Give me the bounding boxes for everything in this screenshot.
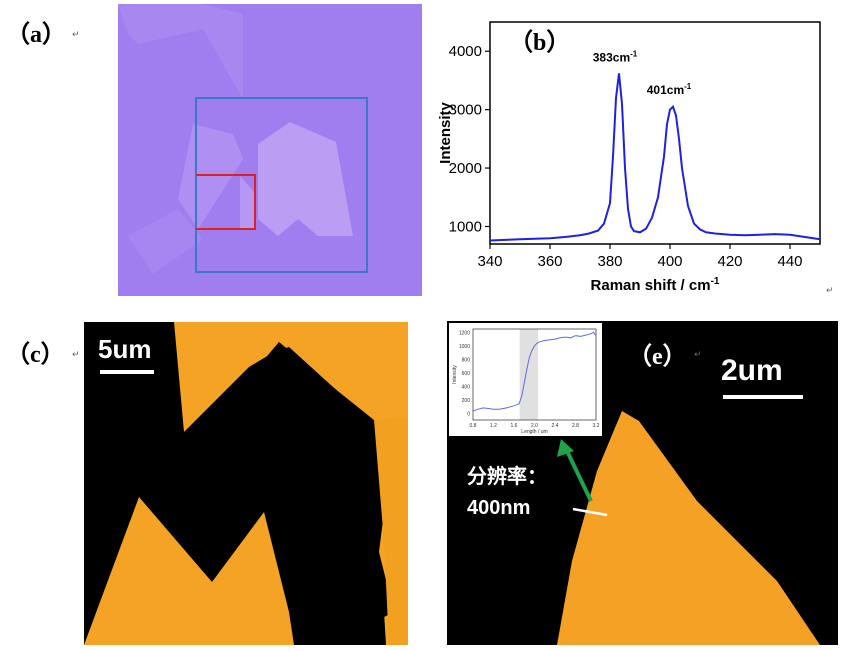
flake-main [258,122,353,236]
scale-bar-c [100,370,154,374]
x-tick-label: 380 [597,253,622,270]
green-arrow-head [557,439,574,457]
inset-y-label: Intensity [452,365,458,384]
return-mark: ↵ [72,350,80,360]
inset-x-label: Length / um [521,429,547,435]
inset-x-tick-label: 2.4 [552,423,559,429]
scale-bar-e [723,395,803,399]
inner-box [196,174,256,230]
panel-a-label: （a） [6,22,66,48]
inset-x-tick-label: 1.6 [511,423,518,429]
inset-x-tick-label: 2.8 [572,423,579,429]
resolution-label: 分辨率： [467,464,547,488]
flake-region-right [374,417,408,645]
inset-y-tick-label: 200 [462,398,471,404]
flake-top [118,4,243,99]
x-tick-label: 440 [777,253,802,270]
return-mark: ↵ [72,30,80,40]
raman-map-e: 0.8 1.2 1.6 2.0 2.4 2.8 3.2 0 200 400 600 800 1000 12… [447,321,838,645]
peak-annotation: 383cm-1 [593,50,638,65]
raman-map-c: 5um [84,322,408,645]
return-mark: ↵ [694,350,702,360]
scale-bar-e-label: 2um [721,354,783,387]
green-arrow [565,450,593,502]
panel-b-label: （b） [509,30,571,56]
inset-plot-frame [472,328,597,421]
inset-y-tick-label: 1200 [459,330,470,336]
panel-c-label: （c） [6,342,65,368]
optical-image [118,4,422,296]
outer-box [195,97,368,273]
raman-plot-area: 340 360 380 400 420 440 1000 2000 3000 4000 Raman … [437,21,821,294]
resolution-line [572,507,608,517]
inset-y-tick-label: 800 [462,357,471,363]
x-tick-label: 400 [657,253,682,270]
resolution-value: 400nm [467,497,530,519]
flake-bottom-left [128,209,203,274]
raman-chart: 340 360 380 400 420 440 1000 2000 3000 4000 Raman … [437,21,821,294]
peak-annotation: 401cm-1 [647,82,692,97]
inset-y-tick-label: 0 [467,411,470,417]
y-tick-label: 3000 [449,102,482,119]
inset-y-tick-label: 1000 [459,344,470,350]
inset-profile-plot: 0.8 1.2 1.6 2.0 2.4 2.8 3.2 0 200 400 600 800 1000 12… [452,328,600,435]
inset-profile-line [472,331,597,412]
x-axis-label: Raman shift / cm-1 [591,276,720,294]
inset-x-tick-label: 2.0 [531,423,538,429]
x-tick-label: 420 [717,253,742,270]
raman-line [489,73,821,242]
x-tick-label: 340 [477,253,502,270]
flake-small [240,176,256,230]
y-tick-label: 4000 [449,43,482,60]
inset-x-tick-label: 0.8 [470,423,477,429]
y-tick-label: 1000 [449,218,482,235]
shaded-region [519,329,539,420]
inset-x-tick-label: 3.2 [593,423,600,429]
dark-region [154,342,394,642]
panel-e-label: （e） [628,344,687,370]
x-tick-label: 360 [537,253,562,270]
return-mark: ↵ [826,286,834,296]
flake-region-bottom [84,497,294,645]
scale-bar-c-label: 5um [98,334,151,364]
flake-left [178,124,243,229]
inset-y-tick-label: 600 [462,371,471,377]
plot-frame [489,21,821,245]
flake-triangle [557,411,820,645]
inset-x-tick-label: 1.2 [490,423,497,429]
y-axis-label: Intensity [437,102,454,164]
inset-y-tick-label: 400 [462,384,471,390]
y-tick-label: 2000 [449,160,482,177]
